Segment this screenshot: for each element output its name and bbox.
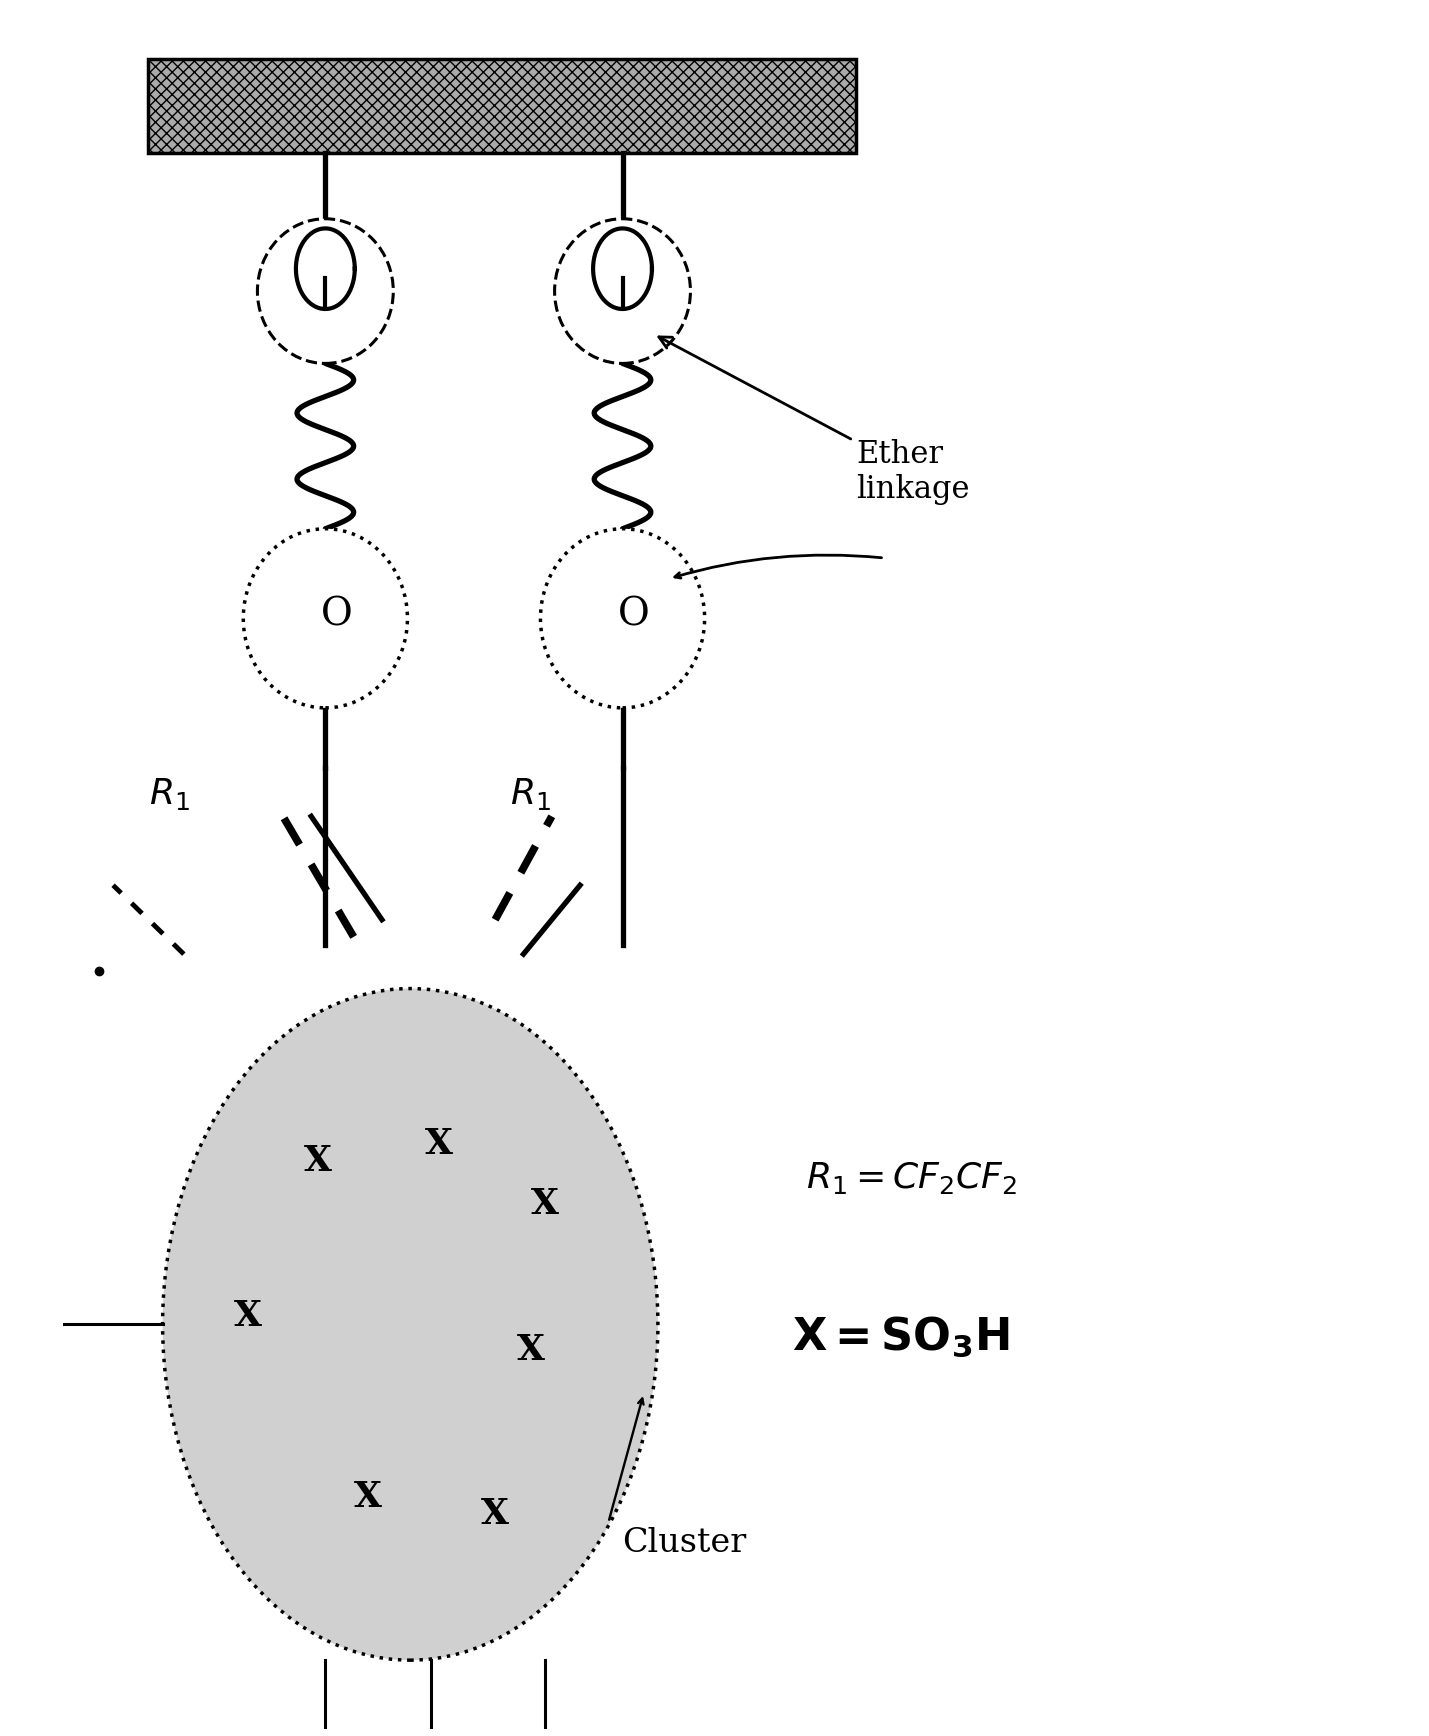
Text: $R_1$: $R_1$ [510, 776, 552, 812]
Text: X: X [530, 1187, 559, 1220]
Text: O: O [617, 597, 650, 634]
Ellipse shape [163, 988, 657, 1660]
Text: Ether
linkage: Ether linkage [659, 337, 969, 505]
Ellipse shape [257, 219, 393, 363]
Text: $\bf{X = SO_3H}$: $\bf{X = SO_3H}$ [792, 1314, 1010, 1359]
Ellipse shape [243, 529, 407, 708]
Text: $R_1= CF_2CF_2$: $R_1= CF_2CF_2$ [806, 1160, 1017, 1196]
Text: Cluster: Cluster [623, 1528, 747, 1559]
Text: X: X [354, 1479, 382, 1514]
Text: X: X [516, 1333, 544, 1368]
Text: O: O [320, 597, 353, 634]
Bar [149, 59, 856, 153]
Text: X: X [482, 1496, 509, 1531]
Ellipse shape [540, 529, 704, 708]
Text: X: X [233, 1299, 262, 1333]
Text: X: X [424, 1127, 453, 1161]
Text: $R_1$: $R_1$ [149, 776, 190, 812]
Text: X: X [304, 1144, 333, 1177]
Ellipse shape [554, 219, 690, 363]
